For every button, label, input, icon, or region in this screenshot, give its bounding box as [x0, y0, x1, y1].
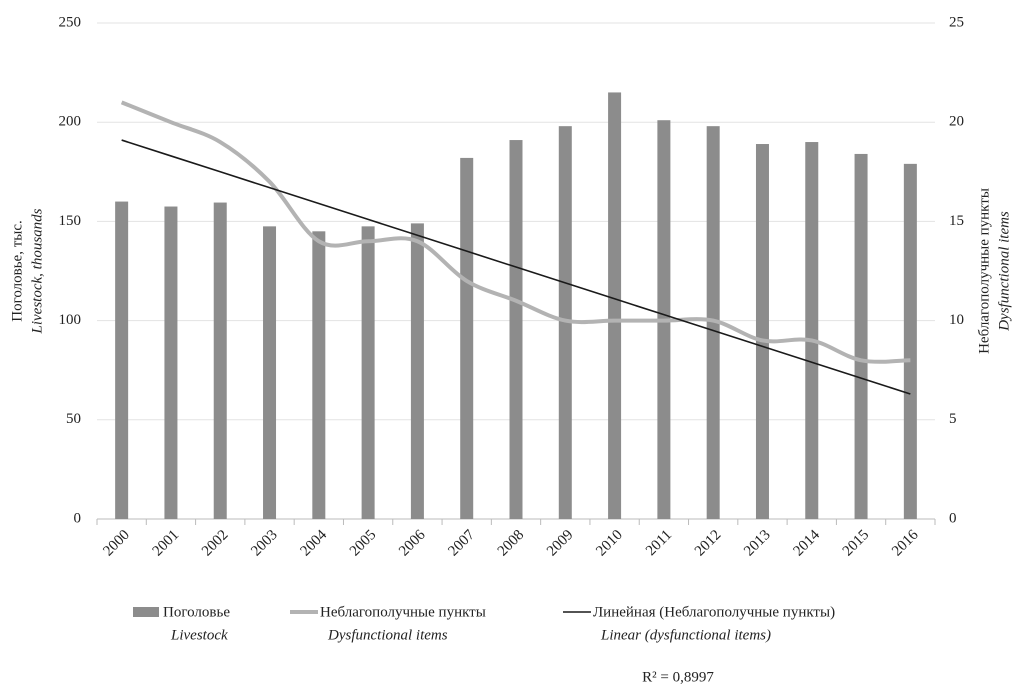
bar	[410, 223, 424, 519]
legend-label: Livestock	[170, 627, 228, 643]
x-tick-label: 2011	[643, 527, 675, 559]
axis-title: Dysfunctional items	[996, 211, 1012, 332]
bar	[213, 202, 227, 519]
legend-swatch	[133, 607, 159, 617]
legend-label: Линейная (Неблагополучные пункты)	[593, 604, 835, 620]
y-tick-label: 50	[66, 411, 81, 427]
x-tick-label: 2016	[889, 527, 922, 560]
y-tick-label: 250	[59, 14, 82, 30]
y-tick-label: 0	[74, 510, 82, 526]
bar	[509, 140, 523, 519]
bar	[460, 157, 474, 520]
x-tick-label: 2002	[199, 527, 232, 560]
line	[120, 100, 911, 364]
x-tick-label: 2005	[347, 527, 380, 560]
legend-label: Dysfunctional items	[327, 627, 448, 643]
x-tick-label: 2015	[840, 527, 873, 560]
x-tick-label: 2008	[495, 527, 528, 560]
y-tick-label: 200	[59, 114, 82, 130]
x-tick-label: 2001	[150, 527, 183, 560]
y-tick-label: 150	[59, 213, 82, 229]
x-tick-label: 2007	[445, 527, 478, 560]
axis-title: Livestock, thousands	[29, 208, 45, 334]
bar	[361, 226, 375, 520]
x-tick-label: 2006	[396, 527, 429, 560]
bar	[805, 142, 819, 520]
x-tick-label: 2004	[298, 527, 331, 560]
bar	[608, 92, 622, 519]
bar	[263, 226, 277, 520]
bar	[854, 153, 868, 519]
y2-tick-label: 10	[949, 312, 964, 328]
y-tick-label: 100	[59, 312, 82, 328]
y2-tick-label: 5	[949, 411, 957, 427]
x-tick-label: 2010	[593, 527, 626, 560]
y2-tick-label: 25	[949, 14, 964, 30]
axis-title: Неблагополучные пункты	[976, 188, 992, 354]
x-tick-label: 2009	[544, 527, 577, 560]
x-tick-label: 2012	[692, 527, 725, 560]
x-tick-label: 2014	[790, 527, 823, 560]
y2-tick-label: 20	[949, 114, 964, 130]
bar	[903, 163, 917, 519]
y2-tick-label: 15	[949, 213, 964, 229]
legend-label: Неблагополучные пункты	[320, 604, 486, 620]
legend-label: Поголовье	[163, 604, 230, 620]
x-tick-label: 2013	[741, 527, 774, 560]
legend-label: Linear (dysfunctional items)	[600, 627, 771, 643]
r-squared: R² = 0,8997	[642, 669, 714, 685]
x-tick-label: 2000	[100, 527, 133, 560]
line	[121, 139, 911, 395]
x-tick-label: 2003	[248, 527, 281, 560]
axis-title: Поголовье, тыс.	[9, 220, 25, 322]
bar	[755, 144, 769, 520]
y2-tick-label: 0	[949, 510, 957, 526]
bar	[164, 206, 178, 519]
bar	[115, 201, 129, 519]
bar	[312, 231, 326, 519]
